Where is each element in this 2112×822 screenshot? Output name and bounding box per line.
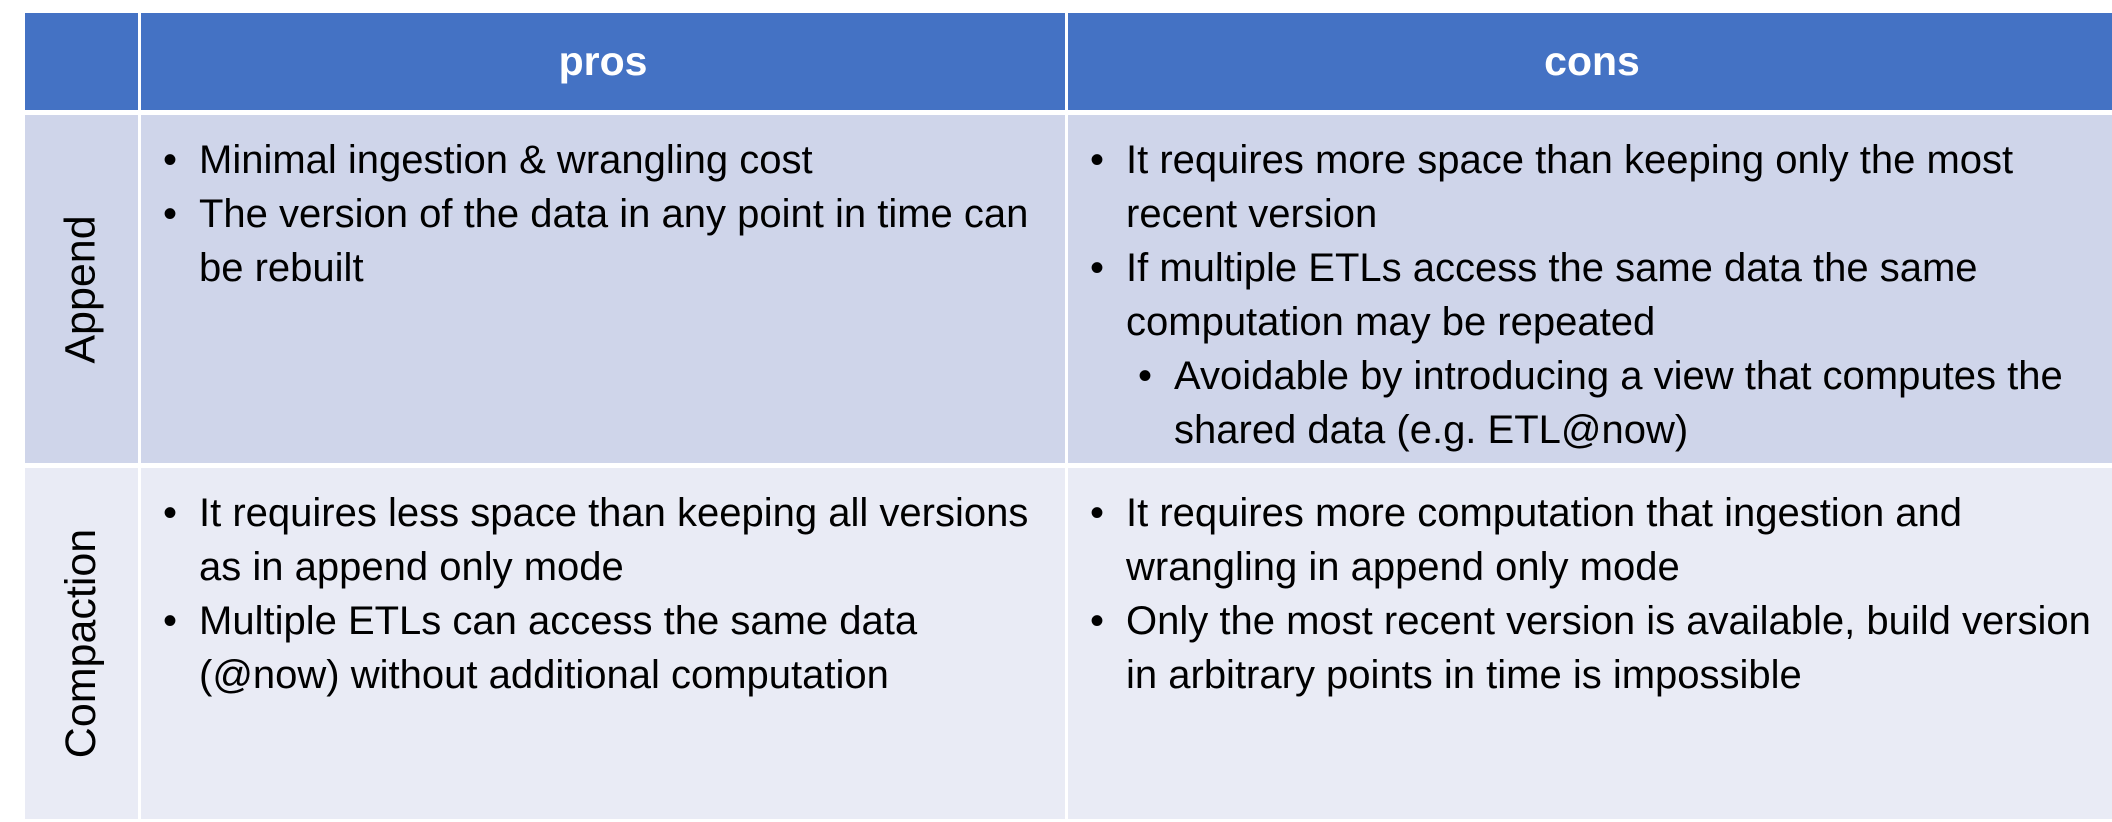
row-label-append: Append xyxy=(57,214,106,364)
list-item: If multiple ETLs access the same data th… xyxy=(1090,241,2096,349)
compaction-pros-cell: It requires less space than keeping all … xyxy=(141,468,1065,819)
append-pros-cell: Minimal ingestion & wrangling cost The v… xyxy=(141,115,1065,463)
compaction-pros-list: It requires less space than keeping all … xyxy=(163,486,1045,702)
comparison-table: pros cons Append Minimal ingestion & wra… xyxy=(25,13,2112,819)
list-subitem: Avoidable by introducing a view that com… xyxy=(1138,349,2096,457)
header-cons: cons xyxy=(1068,13,2112,110)
list-item: Minimal ingestion & wrangling cost xyxy=(163,133,1045,187)
list-item: It requires more space than keeping only… xyxy=(1090,133,2096,241)
header-corner-cell xyxy=(25,13,138,110)
list-item: Only the most recent version is availabl… xyxy=(1090,594,2096,702)
append-cons-list: It requires more space than keeping only… xyxy=(1090,133,2096,457)
append-pros-list: Minimal ingestion & wrangling cost The v… xyxy=(163,133,1045,295)
row-label-compaction-cell: Compaction xyxy=(25,468,138,819)
header-pros: pros xyxy=(141,13,1065,110)
list-item: The version of the data in any point in … xyxy=(163,187,1045,295)
row-label-append-cell: Append xyxy=(25,115,138,463)
row-label-compaction: Compaction xyxy=(57,528,106,759)
compaction-cons-list: It requires more computation that ingest… xyxy=(1090,486,2096,702)
append-cons-cell: It requires more space than keeping only… xyxy=(1068,115,2112,463)
compaction-cons-cell: It requires more computation that ingest… xyxy=(1068,468,2112,819)
list-item: It requires more computation that ingest… xyxy=(1090,486,2096,594)
list-item: Multiple ETLs can access the same data (… xyxy=(163,594,1045,702)
list-item: It requires less space than keeping all … xyxy=(163,486,1045,594)
